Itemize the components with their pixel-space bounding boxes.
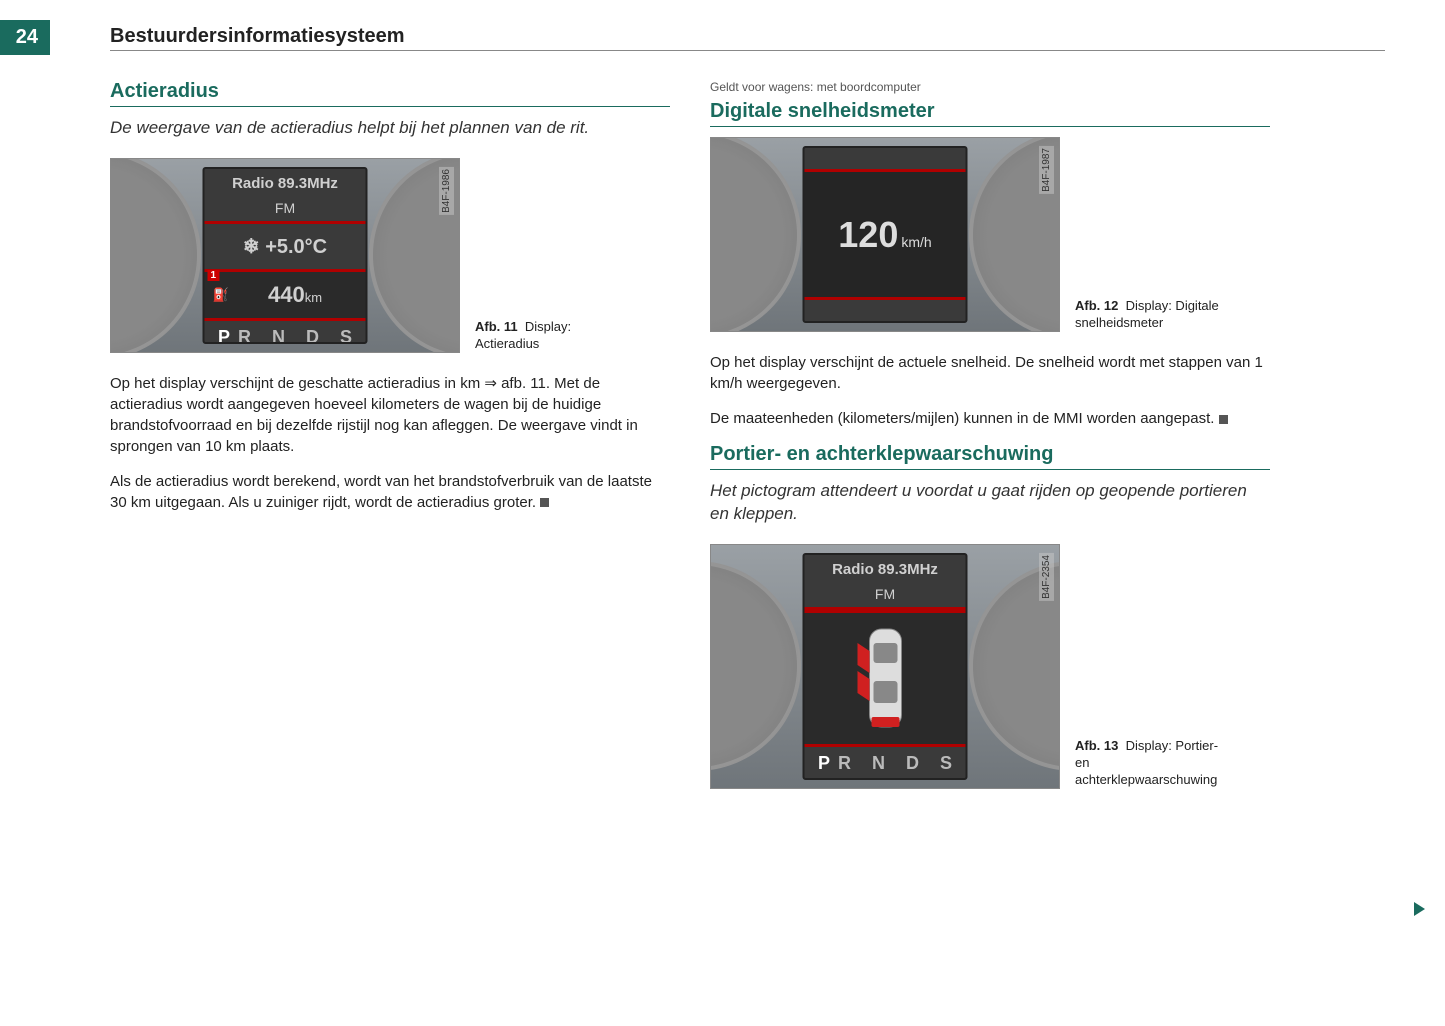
car-top-icon bbox=[855, 623, 915, 733]
chapter-title: Bestuurdersinformatiesysteem bbox=[110, 25, 1385, 51]
gauge-left-icon bbox=[710, 561, 801, 771]
temp-line: ❄ +5.0°C bbox=[205, 224, 366, 272]
left-column: Actieradius De weergave van de actieradi… bbox=[110, 80, 670, 809]
range-tab: 1 bbox=[208, 270, 220, 281]
right-column: Geldt voor wagens: met boordcomputer Dig… bbox=[710, 80, 1270, 809]
section-subtitle: De weergave van de actieradius helpt bij… bbox=[110, 117, 670, 140]
paragraph-text: De maateenheden (kilometers/mijlen) kunn… bbox=[710, 410, 1214, 427]
paragraph: Als de actieradius wordt berekend, wordt… bbox=[110, 471, 670, 513]
speed-unit: km/h bbox=[901, 234, 931, 250]
fuel-pump-icon: ⛽ bbox=[213, 287, 229, 303]
center-display: Radio 89.3MHz FM bbox=[803, 553, 968, 780]
gear-selected: P bbox=[818, 753, 838, 773]
section-title-snelheid: Digitale snelheidsmeter bbox=[710, 100, 1270, 127]
temp-value: +5.0°C bbox=[265, 236, 327, 258]
figure-11: Radio 89.3MHz FM ❄ +5.0°C 1 ⛽ 440km PR bbox=[110, 158, 670, 353]
panel-bottom bbox=[805, 297, 966, 321]
center-display: 120 km/h bbox=[803, 146, 968, 323]
image-code: B4F-1986 bbox=[439, 167, 454, 215]
caption-num: Afb. 13 bbox=[1075, 738, 1118, 753]
paragraph-text: Als de actieradius wordt berekend, wordt… bbox=[110, 473, 652, 511]
next-page-icon[interactable] bbox=[1414, 902, 1425, 916]
gear-indicator: PR N D S bbox=[805, 747, 966, 778]
caption-num: Afb. 11 bbox=[475, 319, 518, 334]
paragraph: De maateenheden (kilometers/mijlen) kunn… bbox=[710, 408, 1270, 429]
car-diagram bbox=[805, 610, 966, 747]
end-marker-icon bbox=[540, 498, 549, 507]
band-line: FM bbox=[805, 582, 966, 610]
page-header: 24 Bestuurdersinformatiesysteem bbox=[0, 20, 1385, 55]
range-line: 1 ⛽ 440km bbox=[205, 272, 366, 321]
gear-indicator: PR N D S bbox=[205, 321, 366, 344]
speed-value: 120 bbox=[838, 214, 898, 256]
paragraph: Op het display verschijnt de geschatte a… bbox=[110, 373, 670, 457]
display-actieradius: Radio 89.3MHz FM ❄ +5.0°C 1 ⛽ 440km PR bbox=[110, 158, 460, 353]
figure-12: 120 km/h B4F-1987 Afb. 12 Display: Digit… bbox=[710, 137, 1270, 332]
section-subtitle: Het pictogram attendeert u voordat u gaa… bbox=[710, 480, 1270, 526]
section-title-actieradius: Actieradius bbox=[110, 80, 670, 107]
end-marker-icon bbox=[1219, 415, 1228, 424]
radio-line: Radio 89.3MHz bbox=[205, 169, 366, 196]
range-unit: km bbox=[305, 290, 322, 305]
image-code: B4F-2354 bbox=[1039, 553, 1054, 601]
center-display: Radio 89.3MHz FM ❄ +5.0°C 1 ⛽ 440km PR bbox=[203, 167, 368, 344]
figure-12-caption: Afb. 12 Display: Digitale snelheidsmeter bbox=[1075, 298, 1235, 332]
figure-13-caption: Afb. 13 Display: Portier- en achterklepw… bbox=[1075, 738, 1235, 789]
section-title-portier: Portier- en achterklepwaarschuwing bbox=[710, 443, 1270, 470]
gear-rest: R N D S bbox=[838, 753, 960, 773]
gauge-left-icon bbox=[110, 158, 201, 353]
display-snelheid: 120 km/h B4F-1987 bbox=[710, 137, 1060, 332]
paragraph: Op het display verschijnt de actuele sne… bbox=[710, 352, 1270, 394]
gear-rest: R N D S bbox=[238, 327, 360, 344]
range-value: 440 bbox=[268, 282, 305, 307]
panel-top bbox=[805, 148, 966, 172]
radio-line: Radio 89.3MHz bbox=[805, 555, 966, 582]
gear-selected: P bbox=[218, 327, 238, 344]
figure-13: Radio 89.3MHz FM bbox=[710, 544, 1270, 789]
applies-note: Geldt voor wagens: met boordcomputer bbox=[710, 80, 1270, 94]
display-portier: Radio 89.3MHz FM bbox=[710, 544, 1060, 789]
figure-11-caption: Afb. 11 Display: Actieradius bbox=[475, 319, 635, 353]
snowflake-icon: ❄ bbox=[243, 236, 260, 258]
caption-num: Afb. 12 bbox=[1075, 298, 1118, 313]
gauge-left-icon bbox=[710, 137, 801, 332]
image-code: B4F-1987 bbox=[1039, 146, 1054, 194]
band-line: FM bbox=[205, 196, 366, 224]
speed-readout: 120 km/h bbox=[805, 172, 966, 297]
page-number: 24 bbox=[0, 20, 50, 55]
